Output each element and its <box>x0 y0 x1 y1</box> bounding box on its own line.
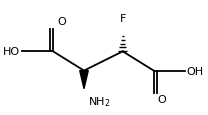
Text: O: O <box>157 95 166 104</box>
Text: NH$_2$: NH$_2$ <box>88 95 110 108</box>
Text: F: F <box>120 14 126 24</box>
Text: O: O <box>57 17 66 27</box>
Polygon shape <box>80 71 88 89</box>
Text: OH: OH <box>187 66 204 76</box>
Text: HO: HO <box>3 47 20 57</box>
